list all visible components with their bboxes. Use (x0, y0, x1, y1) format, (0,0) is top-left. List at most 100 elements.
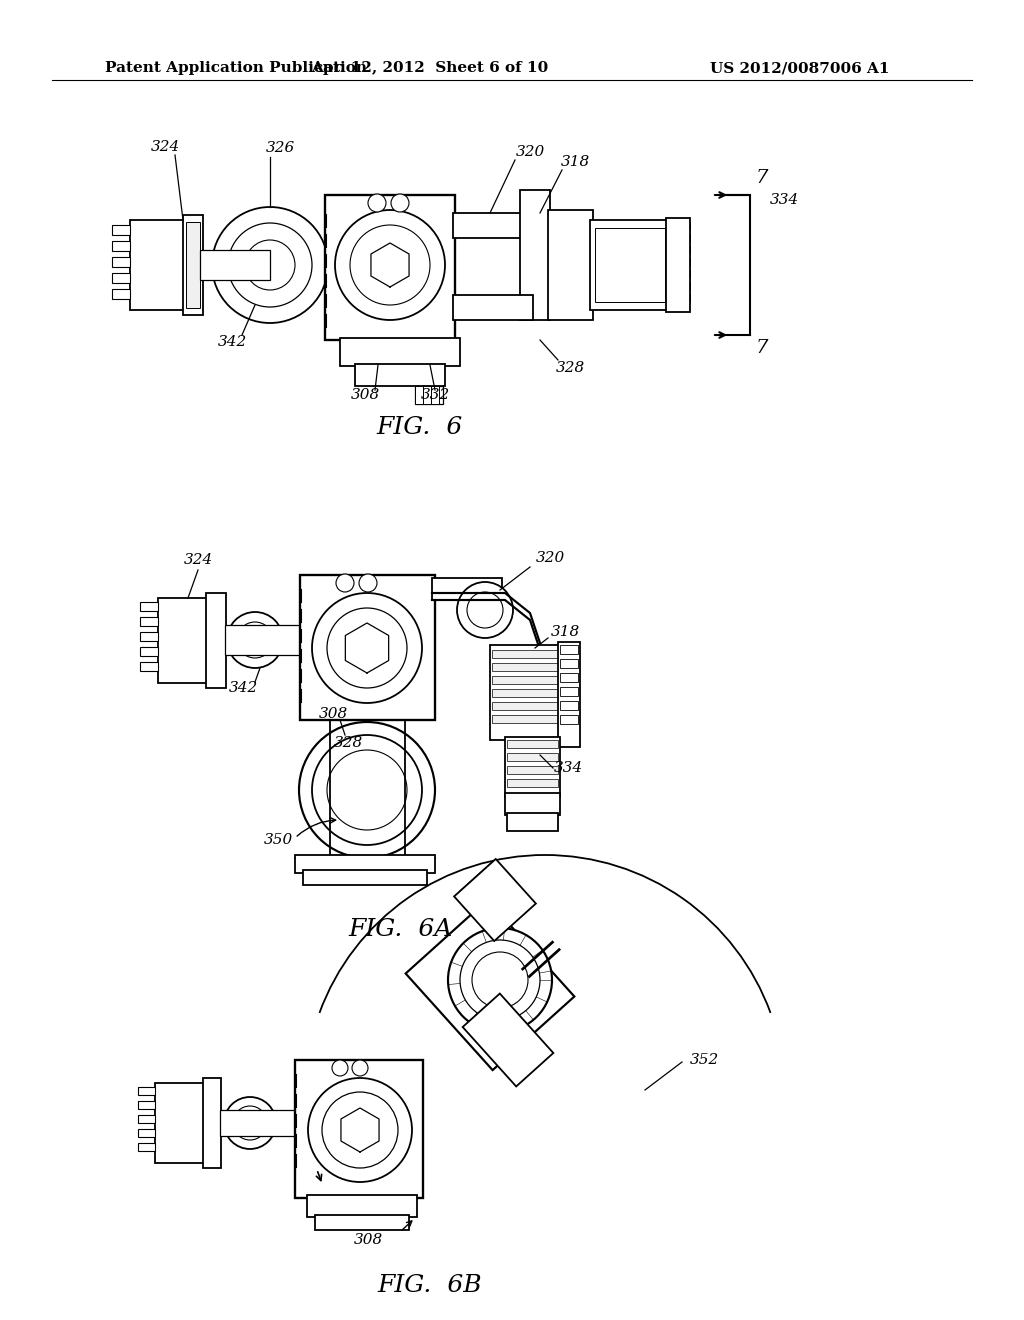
Bar (303, 870, 427, 884)
Text: FIG.  6A: FIG. 6A (348, 919, 453, 941)
Bar (315, 1214, 409, 1230)
Bar (560, 645, 578, 653)
Text: 308: 308 (353, 1233, 383, 1247)
Circle shape (368, 194, 386, 213)
Bar (340, 338, 460, 366)
Text: 342: 342 (228, 681, 258, 696)
Bar (668, 222, 690, 230)
Bar (560, 673, 578, 682)
Bar (138, 1101, 155, 1109)
Text: 308: 308 (350, 388, 380, 403)
Bar (200, 249, 270, 280)
Bar (112, 224, 130, 235)
Bar (431, 385, 439, 404)
Bar (186, 222, 200, 308)
Bar (595, 228, 665, 302)
Text: 326: 326 (265, 141, 295, 154)
Circle shape (449, 928, 552, 1032)
Bar (453, 213, 534, 238)
Text: 328: 328 (334, 737, 362, 750)
Text: 350: 350 (263, 833, 293, 847)
Bar (507, 741, 558, 748)
Circle shape (245, 240, 295, 290)
Text: 334: 334 (770, 193, 800, 207)
Circle shape (472, 952, 528, 1008)
Polygon shape (463, 994, 553, 1086)
Text: 7: 7 (756, 169, 768, 187)
Text: US 2012/0087006 A1: US 2012/0087006 A1 (711, 61, 890, 75)
Bar (505, 737, 560, 797)
Text: 320: 320 (536, 550, 564, 565)
Bar (112, 242, 130, 251)
Bar (668, 271, 690, 279)
Bar (560, 715, 578, 723)
Polygon shape (406, 900, 574, 1071)
Bar (138, 1086, 155, 1096)
Text: 332: 332 (421, 388, 450, 403)
Text: 352: 352 (690, 1053, 719, 1067)
Text: 308: 308 (318, 708, 347, 721)
Bar (560, 686, 578, 696)
Circle shape (460, 940, 540, 1020)
Polygon shape (454, 859, 536, 941)
Bar (307, 1195, 417, 1217)
Circle shape (332, 1060, 348, 1076)
Circle shape (312, 593, 422, 704)
Bar (668, 234, 690, 242)
Bar (140, 602, 158, 611)
Circle shape (391, 194, 409, 213)
Text: 320: 320 (515, 145, 545, 158)
Circle shape (322, 1092, 398, 1168)
Bar (668, 246, 690, 253)
Bar (423, 385, 431, 404)
Circle shape (224, 1097, 276, 1148)
Circle shape (327, 609, 407, 688)
Bar (138, 1129, 155, 1137)
Bar (183, 215, 203, 315)
Circle shape (237, 622, 273, 657)
Bar (138, 1143, 155, 1151)
Bar (492, 676, 562, 684)
Bar (668, 257, 690, 267)
Bar (492, 715, 562, 723)
Text: FIG.  6B: FIG. 6B (378, 1274, 482, 1296)
Text: 324: 324 (183, 553, 213, 568)
Text: 7: 7 (756, 339, 768, 356)
Circle shape (233, 1106, 267, 1140)
Bar (548, 210, 593, 319)
Circle shape (352, 1060, 368, 1076)
Bar (668, 282, 690, 290)
Bar (666, 218, 690, 312)
Bar (355, 364, 445, 385)
Bar (295, 855, 435, 873)
Circle shape (359, 574, 377, 591)
Bar (140, 616, 158, 626)
Bar (112, 273, 130, 282)
Bar (415, 385, 423, 404)
Bar (112, 257, 130, 267)
Bar (325, 195, 455, 341)
Text: Patent Application Publication: Patent Application Publication (105, 61, 367, 75)
Bar (560, 659, 578, 668)
Circle shape (350, 224, 430, 305)
Bar (158, 598, 208, 682)
Bar (558, 642, 580, 747)
Bar (140, 663, 158, 671)
Bar (505, 793, 560, 814)
Bar (507, 766, 558, 774)
Circle shape (327, 750, 407, 830)
Bar (225, 624, 305, 655)
Circle shape (336, 574, 354, 591)
Bar (507, 752, 558, 762)
Bar (220, 1110, 295, 1137)
Bar (668, 294, 690, 302)
Bar (492, 689, 562, 697)
Bar (492, 702, 562, 710)
Text: 328: 328 (555, 360, 585, 375)
Text: Apr. 12, 2012  Sheet 6 of 10: Apr. 12, 2012 Sheet 6 of 10 (311, 61, 549, 75)
Bar (206, 593, 226, 688)
Bar (492, 663, 562, 671)
Circle shape (308, 1078, 412, 1181)
Bar (432, 578, 502, 601)
Text: 342: 342 (217, 335, 247, 348)
